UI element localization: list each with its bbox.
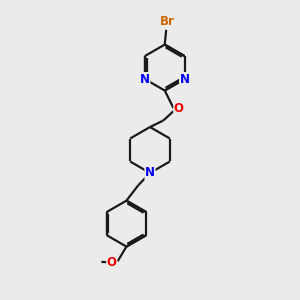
Text: O: O — [174, 102, 184, 115]
Text: N: N — [145, 167, 155, 179]
Text: O: O — [107, 256, 117, 269]
Text: Br: Br — [160, 15, 175, 28]
Text: N: N — [140, 73, 150, 85]
Text: N: N — [180, 73, 190, 85]
